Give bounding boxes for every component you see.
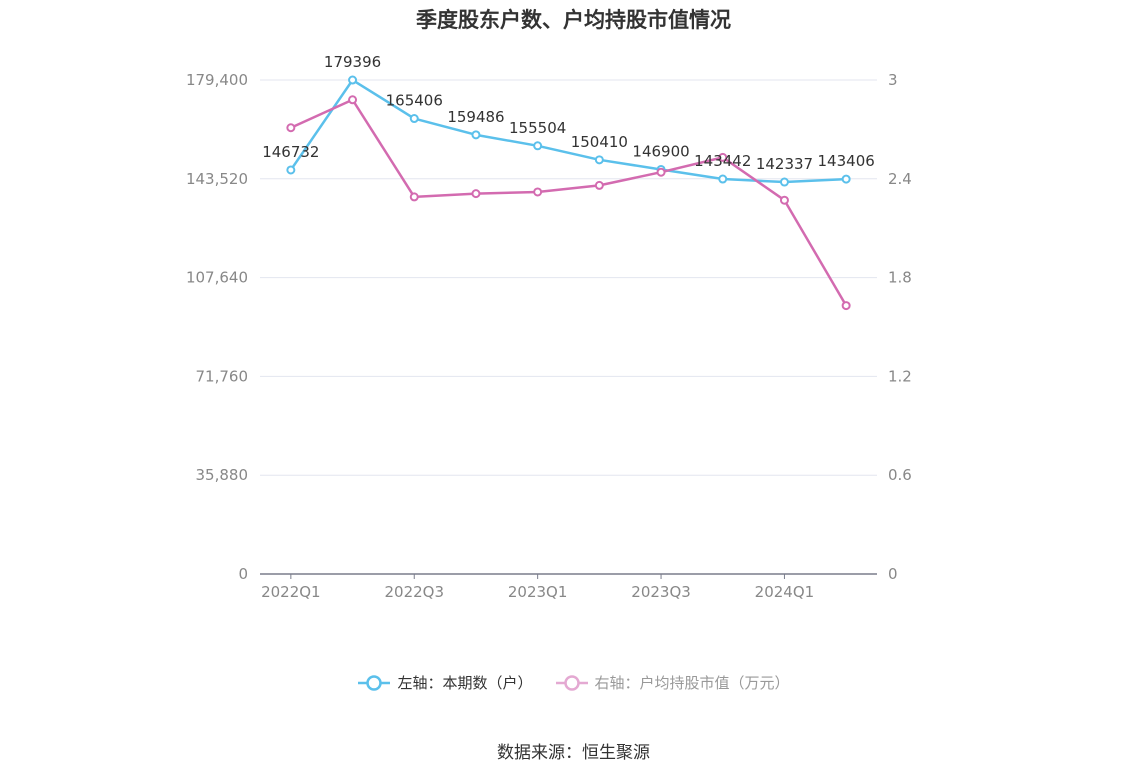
series-line-left bbox=[289, 78, 847, 184]
y-left-tick-label: 107,640 bbox=[186, 269, 248, 287]
data-label: 146900 bbox=[632, 142, 689, 160]
chart-title: 季度股东户数、户均持股市值情况 bbox=[416, 8, 731, 32]
legend-label-right: 右轴：户均持股市值（万元） bbox=[594, 674, 790, 692]
y-right-tick-label: 1.2 bbox=[888, 367, 912, 385]
series-point-right bbox=[348, 95, 358, 105]
y-right-tick-label: 0.6 bbox=[888, 466, 912, 484]
series-line-right bbox=[290, 98, 848, 307]
series-point-left bbox=[594, 155, 604, 165]
data-label: 159486 bbox=[447, 108, 504, 126]
series bbox=[286, 75, 851, 311]
data-label: 146732 bbox=[262, 143, 319, 161]
data-label: 143442 bbox=[694, 152, 751, 170]
y-left-tick-label: 179,400 bbox=[186, 71, 248, 89]
axes: 0 0 35,880 0.6 71,760 1.2 107,640 1.8 143,520 2.4… bbox=[186, 71, 912, 601]
x-tick-label: 2022Q3 bbox=[384, 583, 444, 601]
x-tick-label: 2022Q1 bbox=[261, 583, 321, 601]
y-left-tick-label: 0 bbox=[238, 565, 248, 583]
x-tick-label: 2023Q3 bbox=[631, 583, 691, 601]
legend-item-left-series[interactable]: 左轴：本期数（户） bbox=[357, 672, 533, 693]
series-point-left bbox=[348, 75, 358, 85]
series-point-right bbox=[286, 123, 296, 133]
series-point-left bbox=[779, 177, 789, 187]
x-tick-label: 2023Q1 bbox=[508, 583, 568, 601]
y-right-tick-label: 3 bbox=[888, 71, 898, 89]
y-right-tick-label: 2.4 bbox=[888, 170, 912, 188]
y-left-tick-label: 35,880 bbox=[196, 466, 249, 484]
series-point-left bbox=[471, 130, 481, 140]
data-label: 179396 bbox=[324, 53, 381, 71]
data-label: 143406 bbox=[818, 152, 875, 170]
series-point-left bbox=[718, 174, 728, 184]
legend-marker-right-icon bbox=[555, 674, 588, 691]
series-point-left bbox=[409, 114, 419, 124]
data-source: 数据来源：恒生聚源 bbox=[497, 743, 650, 763]
y-left-tick-label: 143,520 bbox=[186, 170, 248, 188]
series-point-right bbox=[533, 187, 543, 197]
legend: 左轴：本期数（户） 右轴：户均持股市值（万元） bbox=[0, 672, 1147, 693]
series-point-left bbox=[286, 165, 296, 175]
series-point-left bbox=[841, 174, 851, 184]
series-point-right bbox=[718, 152, 728, 162]
y-right-tick-label: 0 bbox=[888, 565, 898, 583]
data-label: 165406 bbox=[386, 92, 443, 110]
series-point-right bbox=[409, 192, 419, 202]
legend-item-right-series[interactable]: 右轴：户均持股市值（万元） bbox=[555, 672, 790, 693]
data-label: 150410 bbox=[571, 133, 628, 151]
y-left-tick-label: 71,760 bbox=[196, 367, 249, 385]
series-point-right bbox=[656, 167, 666, 177]
legend-label-left: 左轴：本期数（户） bbox=[397, 674, 533, 692]
legend-marker-left-icon bbox=[358, 674, 391, 691]
x-tick-label: 2024Q1 bbox=[755, 583, 815, 601]
series-point-left bbox=[533, 141, 543, 151]
grid-lines bbox=[260, 79, 877, 476]
data-label: 142337 bbox=[756, 155, 813, 173]
series-point-right bbox=[841, 301, 851, 311]
series-point-right bbox=[594, 180, 604, 190]
series-point-right bbox=[779, 195, 789, 205]
series-point-right bbox=[471, 189, 481, 199]
data-label: 155504 bbox=[509, 119, 566, 137]
y-right-tick-label: 1.8 bbox=[888, 269, 912, 287]
